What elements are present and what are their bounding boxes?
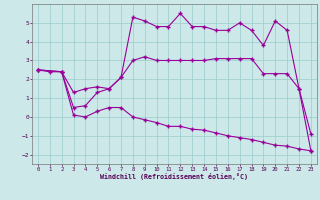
- X-axis label: Windchill (Refroidissement éolien,°C): Windchill (Refroidissement éolien,°C): [100, 173, 248, 180]
